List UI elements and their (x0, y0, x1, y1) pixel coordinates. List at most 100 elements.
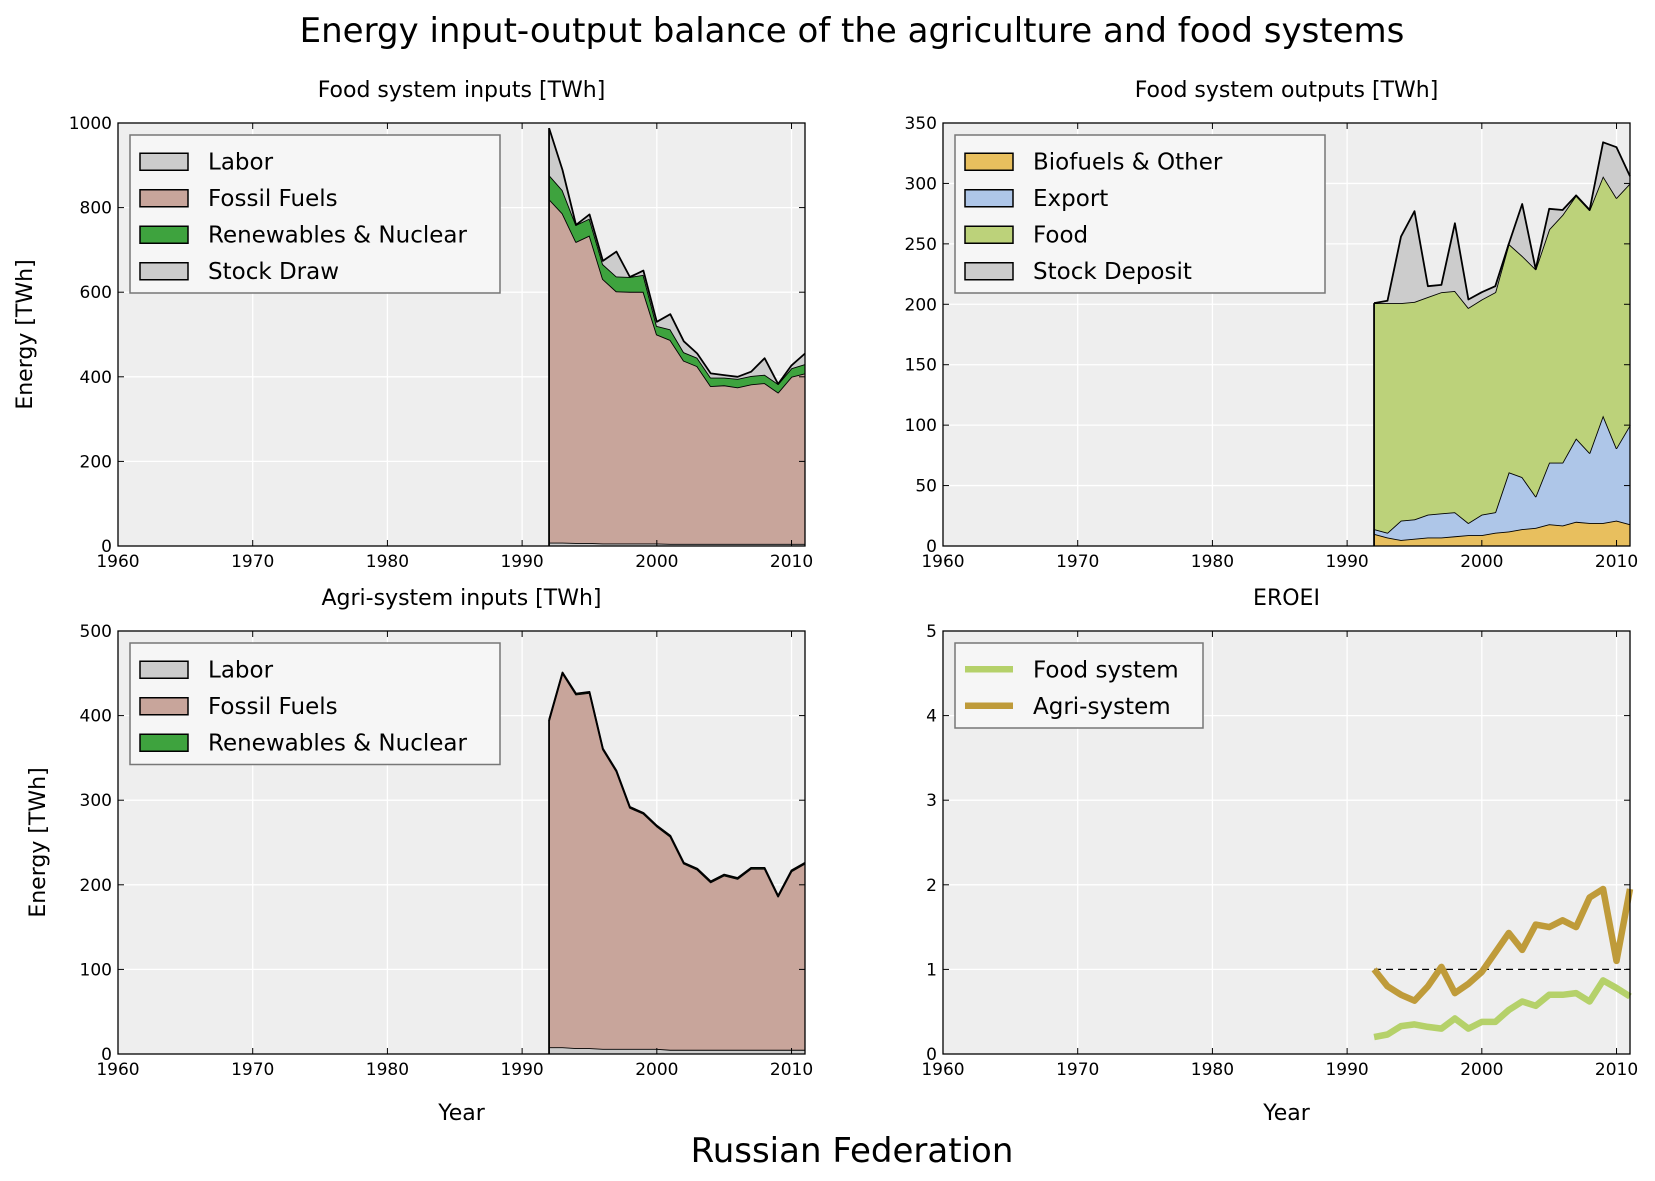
x-tick-label: 2010 (1595, 1060, 1638, 1080)
legend-swatch (139, 733, 189, 752)
figure-title: Energy input-output balance of the agric… (300, 11, 1405, 51)
area-series-3 (549, 128, 805, 384)
line-series-1 (1371, 885, 1634, 1004)
legend-box (954, 134, 1326, 294)
x-tick-label: 2000 (1460, 552, 1503, 572)
figure-footer: Russian Federation (691, 1131, 1014, 1171)
area-series-1 (1374, 415, 1630, 540)
y-tick-label: 400 (80, 368, 112, 388)
y-tick-label: 50 (915, 477, 937, 497)
legend-swatch (139, 189, 189, 208)
y-tick-label: 300 (905, 174, 937, 194)
panel-title: Food system inputs [TWh] (318, 78, 606, 103)
panel-title: Food system outputs [TWh] (1135, 78, 1439, 103)
x-tick-label: 1970 (1056, 1060, 1099, 1080)
x-tick-label: 1960 (96, 552, 139, 572)
legend-swatch (964, 225, 1014, 244)
x-tick-label: 2000 (635, 1060, 678, 1080)
y-tick-label: 0 (101, 1045, 112, 1065)
x-tick-label: 2000 (1460, 1060, 1503, 1080)
y-tick-label: 200 (905, 295, 937, 315)
area-edge-3 (548, 127, 806, 385)
y-tick-label: 100 (905, 416, 937, 436)
legend-label: Export (1033, 186, 1108, 212)
legend: Food system Agri-system (954, 642, 1204, 729)
y-tick-label: 800 (80, 199, 112, 219)
legend-swatch (139, 262, 189, 281)
y-tick-label: 150 (905, 356, 937, 376)
legend-swatch (139, 152, 189, 171)
area-series-1 (549, 199, 805, 544)
axes-frame (942, 630, 1631, 1055)
x-tick-label: 2010 (770, 552, 813, 572)
legend-swatch (964, 152, 1014, 171)
y-tick-label: 100 (80, 960, 112, 980)
legend-label: Renewables & Nuclear (208, 730, 467, 756)
y-tick-label: 500 (80, 622, 112, 642)
legend-label: Stock Draw (208, 259, 339, 285)
line-series-0 (1373, 977, 1632, 1041)
legend-swatch (139, 660, 189, 679)
legend-label: Labor (208, 657, 274, 683)
y-tick-label: 250 (905, 235, 937, 255)
x-tick-label: 1970 (231, 1060, 274, 1080)
legend-label: Food (1033, 222, 1088, 248)
legend-label: Labor (208, 149, 274, 175)
legend-box (954, 642, 1204, 729)
x-tick-label: 1960 (921, 552, 964, 572)
panel-title: EROEI (1253, 586, 1320, 611)
legend-label: Biofuels & Other (1033, 149, 1223, 175)
axes-frame (117, 630, 806, 1055)
x-axis-label: Year (1262, 1101, 1311, 1126)
x-tick-label: 1990 (500, 552, 543, 572)
legend-box (129, 642, 501, 766)
area-series-0 (1374, 520, 1630, 546)
x-tick-label: 1970 (231, 552, 274, 572)
legend-swatch (964, 262, 1014, 281)
legend-label: Agri-system (1033, 694, 1171, 720)
legend: Labor Fossil Fuels Renewables & Nuclear Sto… (129, 134, 501, 294)
panel-food-outputs: 1960 1970 1980 1990 2000 2010 0 50 100 150 200 250 3… (905, 78, 1639, 572)
area-edge-2 (548, 671, 806, 897)
x-tick-label: 1970 (1056, 552, 1099, 572)
y-tick-label: 200 (80, 876, 112, 896)
panel-food-inputs: 1960 1970 1980 1990 2000 2010 0 200 400 600 800 100… (13, 78, 813, 572)
x-tick-label: 2010 (1595, 552, 1638, 572)
legend-label: Fossil Fuels (208, 694, 338, 720)
x-tick-label: 2000 (635, 552, 678, 572)
legend-swatch (139, 697, 189, 716)
axes-frame (942, 122, 1631, 547)
y-tick-label: 0 (926, 1045, 937, 1065)
y-tick-label: 0 (926, 537, 937, 557)
y-tick-label: 3 (926, 791, 937, 811)
panel-eroei: 1960 1970 1980 1990 2000 2010 0 1 2 3 4 5 EROEI Year F… (921, 586, 1638, 1126)
axes-frame (117, 122, 806, 547)
legend: Labor Fossil Fuels Renewables & Nuclear (129, 642, 501, 766)
area-edge-3 (1373, 141, 1631, 304)
y-tick-label: 2 (926, 876, 937, 896)
y-tick-label: 1000 (69, 114, 112, 134)
x-tick-label: 1990 (1325, 1060, 1368, 1080)
legend-swatch (139, 225, 189, 244)
y-tick-label: 0 (101, 537, 112, 557)
x-tick-label: 1980 (1191, 1060, 1234, 1080)
y-tick-label: 1 (926, 960, 937, 980)
y-tick-label: 600 (80, 283, 112, 303)
y-tick-label: 350 (905, 114, 937, 134)
panel-agri-inputs: 1960 1970 1980 1990 2000 2010 0 100 200 300 400 500… (26, 586, 813, 1126)
x-tick-label: 1990 (1325, 552, 1368, 572)
legend-label: Fossil Fuels (208, 186, 338, 212)
y-tick-label: 5 (926, 622, 937, 642)
x-tick-label: 1980 (366, 1060, 409, 1080)
area-series-2 (549, 175, 805, 393)
x-axis-label: Year (437, 1101, 486, 1126)
y-tick-label: 400 (80, 707, 112, 727)
x-tick-label: 1980 (1191, 552, 1234, 572)
panel-title: Agri-system inputs [TWh] (322, 586, 602, 611)
x-tick-label: 1990 (500, 1060, 543, 1080)
area-series-2 (1374, 176, 1630, 533)
x-tick-label: 1980 (366, 552, 409, 572)
y-tick-label: 300 (80, 791, 112, 811)
y-tick-label: 4 (926, 707, 937, 727)
